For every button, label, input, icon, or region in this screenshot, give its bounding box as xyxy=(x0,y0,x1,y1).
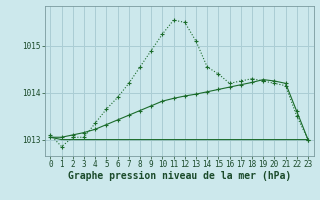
X-axis label: Graphe pression niveau de la mer (hPa): Graphe pression niveau de la mer (hPa) xyxy=(68,171,291,181)
